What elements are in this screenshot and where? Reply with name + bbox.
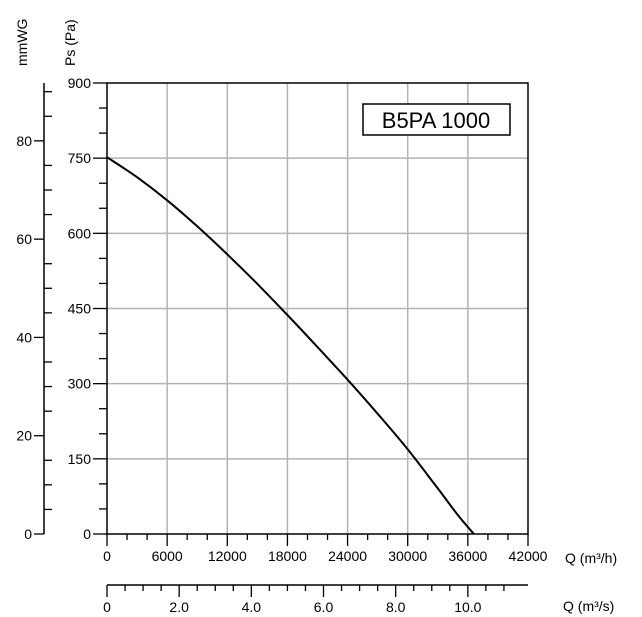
x-main-tick-label: 6000 <box>152 548 183 564</box>
y-axis-main-label: Ps (Pa) <box>62 19 78 66</box>
x-main-tick-label: 12000 <box>208 548 247 564</box>
y-main-tick-label: 300 <box>68 376 92 392</box>
axes-layer: 0 150 300 450 600 750 900 0 20 40 60 80 0 6000 12000 18… <box>16 75 547 615</box>
model-label: B5PA 1000 <box>382 108 490 133</box>
grid-lines <box>107 83 528 534</box>
y-main-tick-label: 750 <box>68 150 92 166</box>
y-left-tick-label: 20 <box>16 428 32 444</box>
x-main-tick-label: 36000 <box>448 548 487 564</box>
model-label-frame <box>362 103 511 136</box>
y-left-tick-label: 0 <box>24 526 32 542</box>
x-main-tick-label: 42000 <box>509 548 548 564</box>
y-main-tick-label: 900 <box>68 75 92 91</box>
x-secondary-tick-label: 0 <box>103 599 111 615</box>
model-label-box: B5PA 1000 <box>362 103 511 136</box>
x-secondary-tick-label: 4.0 <box>242 599 262 615</box>
y-main-tick-label: 450 <box>68 301 92 317</box>
x-main-tick-label: 24000 <box>328 548 367 564</box>
x-main-tick-label: 18000 <box>268 548 307 564</box>
performance-curve <box>106 156 475 535</box>
y-main-tick-label: 600 <box>68 225 92 241</box>
x-secondary-tick-label: 2.0 <box>169 599 189 615</box>
x-main-tick-label: 30000 <box>388 548 427 564</box>
y-left-tick-label: 80 <box>16 133 32 149</box>
y-left-tick-label: 40 <box>16 329 32 345</box>
y-left-tick-label: 60 <box>16 231 32 247</box>
y-axis-left-label: mmWG <box>14 19 30 66</box>
x-main-tick-label: 0 <box>103 548 111 564</box>
y-main-tick-label: 0 <box>83 526 91 542</box>
curve-layer <box>106 156 475 535</box>
x-axis-secondary-label: Q (m³/s) <box>563 598 614 614</box>
x-secondary-tick-label: 8.0 <box>386 599 406 615</box>
y-main-tick-label: 150 <box>68 451 92 467</box>
x-secondary-tick-label: 10.0 <box>454 599 481 615</box>
x-axis-main-label: Q (m³/h) <box>565 550 617 566</box>
x-secondary-tick-label: 6.0 <box>314 599 334 615</box>
